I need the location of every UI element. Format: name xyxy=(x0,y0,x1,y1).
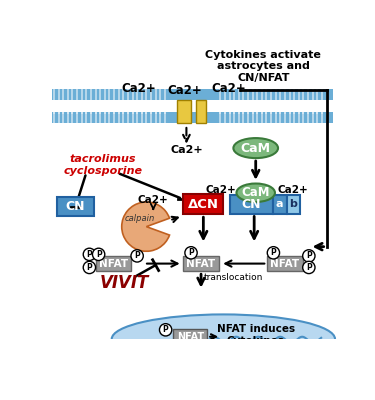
Bar xyxy=(183,194,224,214)
Circle shape xyxy=(83,248,96,260)
Text: b: b xyxy=(290,199,297,209)
Text: Ca2+: Ca2+ xyxy=(168,84,202,97)
Text: P: P xyxy=(96,250,102,259)
Text: Ca2+: Ca2+ xyxy=(121,82,156,94)
Circle shape xyxy=(83,261,96,274)
Text: ΔCN: ΔCN xyxy=(188,198,219,211)
Text: CaM: CaM xyxy=(242,186,270,199)
Bar xyxy=(230,195,273,214)
Bar xyxy=(267,256,303,271)
Text: P: P xyxy=(87,263,92,272)
Text: CN: CN xyxy=(66,200,85,213)
Text: P: P xyxy=(163,325,168,334)
Circle shape xyxy=(303,261,315,274)
Text: NFAT: NFAT xyxy=(99,258,128,269)
Text: Ca2+: Ca2+ xyxy=(170,146,203,156)
Bar xyxy=(52,89,333,100)
Circle shape xyxy=(93,248,105,260)
Ellipse shape xyxy=(112,314,335,364)
Text: calpain: calpain xyxy=(125,214,155,224)
Text: Ca2+: Ca2+ xyxy=(206,186,236,196)
Text: P: P xyxy=(270,248,276,257)
Text: VIVIT: VIVIT xyxy=(100,274,150,292)
Ellipse shape xyxy=(233,138,278,158)
Text: NFAT: NFAT xyxy=(270,258,300,269)
Text: tacrolimus
cyclosporine: tacrolimus cyclosporine xyxy=(64,154,143,176)
Text: Cytokines activate
astrocytes and
CN/NFAT: Cytokines activate astrocytes and CN/NFA… xyxy=(206,50,321,83)
Bar xyxy=(48,339,356,356)
Circle shape xyxy=(131,250,143,262)
Text: P: P xyxy=(306,263,312,272)
Wedge shape xyxy=(122,202,170,251)
Text: CN: CN xyxy=(242,198,261,211)
Text: P: P xyxy=(87,250,92,259)
Circle shape xyxy=(185,247,197,259)
Text: NFAT: NFAT xyxy=(177,332,204,342)
Bar xyxy=(286,195,300,214)
Bar xyxy=(183,256,219,271)
Text: translocation: translocation xyxy=(204,273,264,282)
Text: NFAT induces
Cytokines: NFAT induces Cytokines xyxy=(217,324,295,346)
Bar xyxy=(96,256,131,271)
Circle shape xyxy=(267,247,280,259)
Bar xyxy=(273,195,286,214)
Text: P: P xyxy=(134,252,140,260)
Text: NFAT: NFAT xyxy=(186,258,216,269)
Text: Ca2+: Ca2+ xyxy=(211,82,246,94)
Bar xyxy=(57,197,94,216)
Circle shape xyxy=(159,324,172,336)
Text: Ca2+: Ca2+ xyxy=(277,186,308,196)
Text: P: P xyxy=(306,252,312,260)
Bar xyxy=(52,112,333,124)
Text: CaM: CaM xyxy=(241,142,271,154)
Bar xyxy=(196,100,206,124)
Text: Ca2+: Ca2+ xyxy=(138,196,169,206)
Text: P: P xyxy=(188,248,194,257)
Bar xyxy=(177,100,191,124)
Circle shape xyxy=(303,250,315,262)
Text: a: a xyxy=(276,199,284,209)
Bar xyxy=(173,329,207,344)
Ellipse shape xyxy=(237,184,275,202)
